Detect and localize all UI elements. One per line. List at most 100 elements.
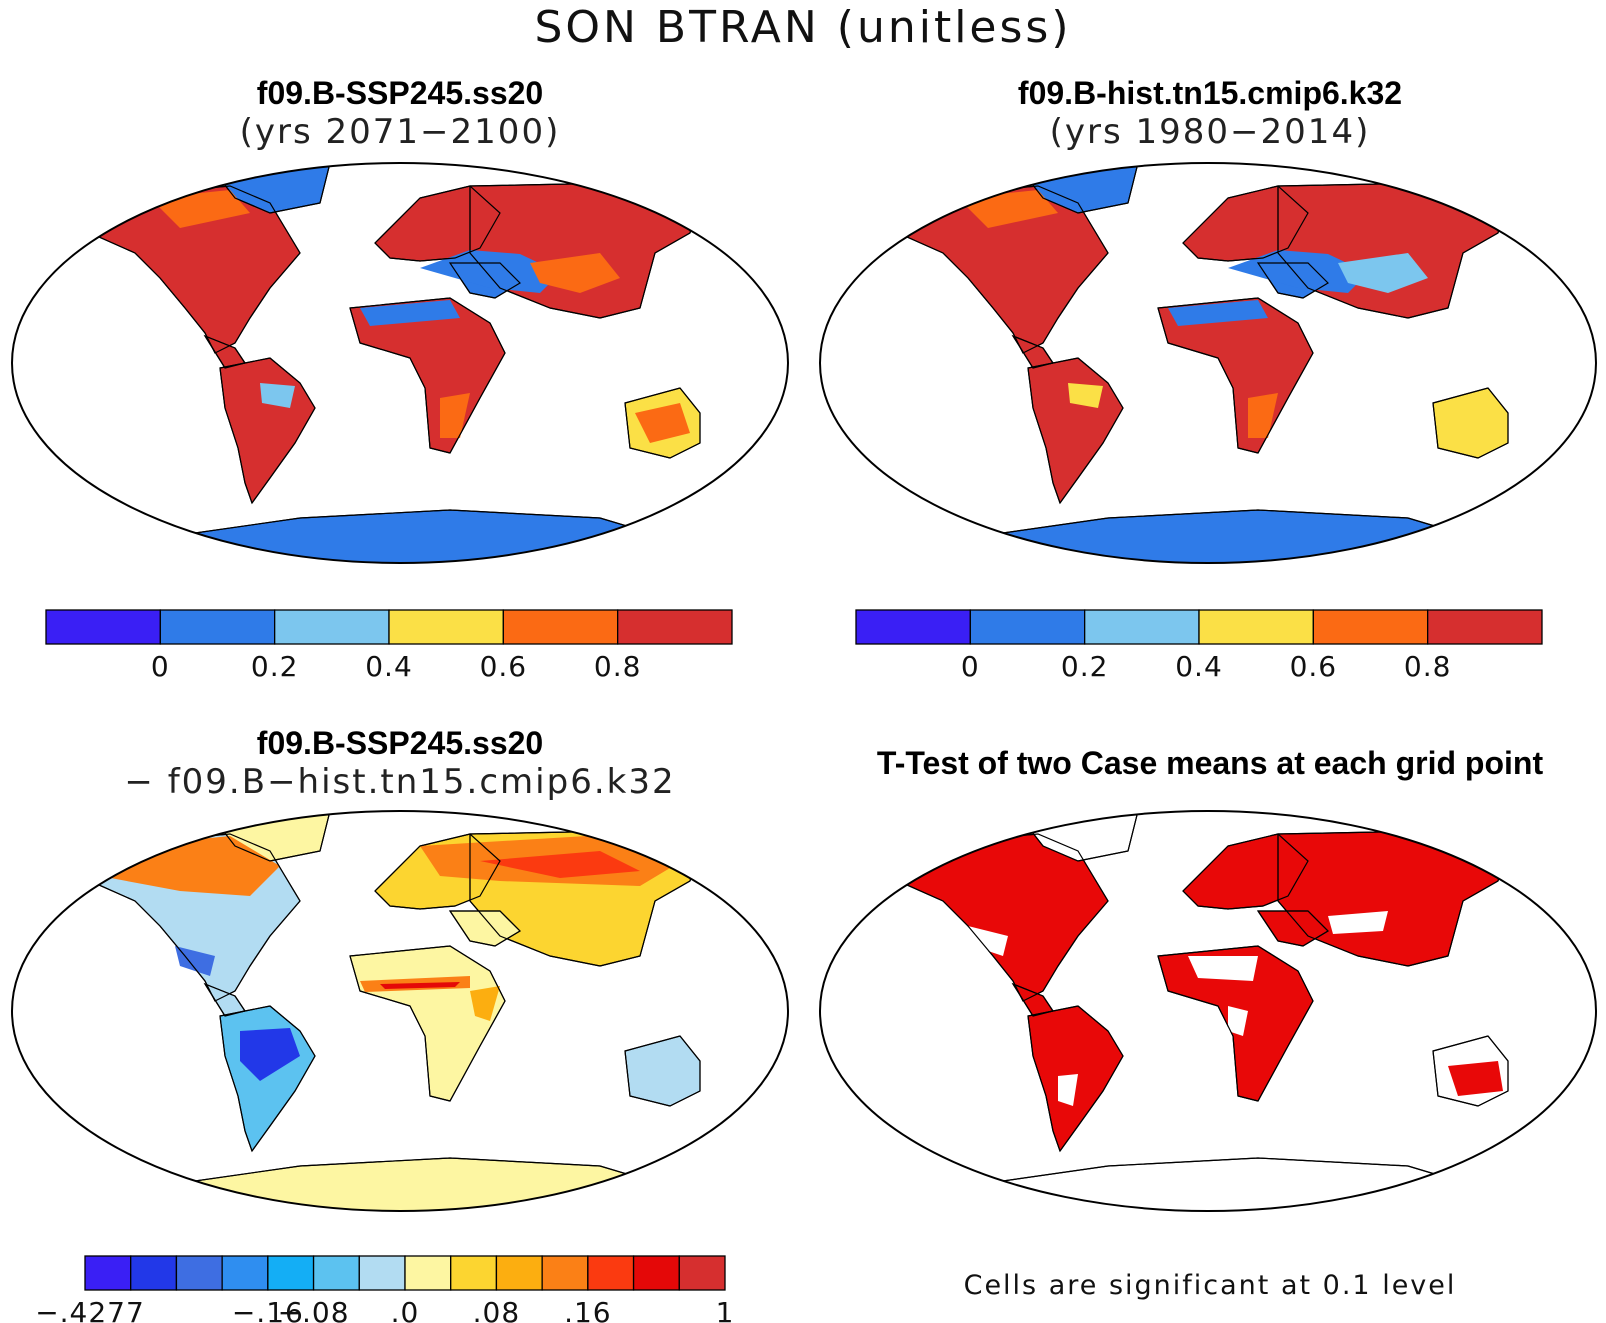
world-map-ttest bbox=[819, 810, 1597, 1212]
field-patch bbox=[470, 986, 500, 1021]
field-patch bbox=[260, 383, 295, 408]
colorbar-swatch bbox=[855, 609, 971, 645]
significance-note: Cells are significant at 0.1 level bbox=[963, 1270, 1457, 1301]
colorbar-swatch bbox=[678, 1255, 726, 1291]
colorbar-tick-label: −.08 bbox=[278, 1296, 350, 1323]
panel-2-title: f09.B-hist.tn15.cmip6.k32 bbox=[1017, 75, 1403, 111]
coastline-africa bbox=[1157, 945, 1314, 1102]
colorbar-panel-2: 0 0.2 0.4 0.6 0.8 bbox=[855, 609, 1543, 683]
colorbar-swatch bbox=[267, 1255, 315, 1291]
colorbar-swatch bbox=[175, 1255, 223, 1291]
panel-3-subtitle: − f09.B−hist.tn15.cmip6.k32 bbox=[124, 762, 676, 802]
colorbar-swatch bbox=[617, 609, 733, 645]
coastline-africa bbox=[1157, 297, 1314, 454]
coastline-europe bbox=[1182, 833, 1309, 910]
coastline-southAmerica bbox=[219, 1005, 316, 1153]
field-patch bbox=[1248, 393, 1278, 438]
field-patch bbox=[1443, 403, 1498, 443]
coastline-australia bbox=[624, 387, 701, 459]
colorbar-tick-label: 0 bbox=[961, 650, 980, 683]
colorbar-swatch bbox=[632, 1255, 680, 1291]
colorbar-swatch bbox=[312, 1255, 360, 1291]
coastline-northAmerica bbox=[88, 185, 301, 354]
coastline-southAmerica bbox=[1027, 1005, 1124, 1153]
field-patch bbox=[1168, 300, 1268, 326]
colorbar-tick-label: 1 bbox=[716, 1296, 735, 1323]
field-patch bbox=[240, 1028, 300, 1081]
colorbar-tick-label: 0.6 bbox=[1290, 650, 1338, 683]
field-patch bbox=[530, 253, 620, 293]
field-patch bbox=[1228, 250, 1368, 293]
coastline-middleEast bbox=[448, 262, 521, 299]
coastline-middleEast bbox=[448, 910, 521, 947]
colorbar-swatch bbox=[1084, 609, 1200, 645]
map-border bbox=[11, 810, 789, 1212]
colorbar-swatch bbox=[1312, 609, 1429, 645]
field-patch bbox=[1338, 253, 1428, 293]
field-patch bbox=[1448, 1061, 1503, 1096]
colorbar-tick-label: .0 bbox=[391, 1296, 420, 1323]
coastline-southAmerica bbox=[1027, 357, 1124, 505]
map-panel-2 bbox=[819, 162, 1597, 564]
coastline-northAmerica bbox=[896, 833, 1109, 1002]
panel-4-title: T-Test of two Case means at each grid po… bbox=[876, 745, 1544, 781]
colorbar-swatch bbox=[130, 1255, 178, 1291]
colorbar-tick-label: −.16 bbox=[232, 1296, 304, 1323]
colorbar-panel-3: −.4277 −.16−.08 .0 .08 .16 1 bbox=[35, 1255, 735, 1323]
field-patch bbox=[440, 393, 470, 438]
colorbar-tick-label: 0.8 bbox=[1404, 650, 1452, 683]
field-patch bbox=[360, 300, 460, 326]
coastline-middleEast bbox=[1256, 910, 1329, 947]
field-patch bbox=[175, 946, 215, 976]
field-patch bbox=[1058, 1074, 1078, 1106]
coastline-europe bbox=[374, 833, 501, 910]
field-patch bbox=[380, 982, 460, 989]
field-patch bbox=[480, 851, 640, 878]
colorbar-swatch bbox=[84, 1255, 132, 1291]
panel-1-subtitle: (yrs 2071−2100) bbox=[239, 112, 561, 152]
coastline-southAmerica bbox=[219, 357, 316, 505]
panel-3-title-block: f09.B-SSP245.ss20 − f09.B−hist.tn15.cmip… bbox=[40, 724, 760, 802]
coastline-australia bbox=[1432, 1035, 1509, 1107]
world-map-future bbox=[11, 162, 789, 564]
colorbar-tick-label: .08 bbox=[473, 1296, 521, 1323]
panel-1-title-block: f09.B-SSP245.ss20 (yrs 2071−2100) bbox=[40, 74, 760, 152]
colorbar-tick-label: 0.4 bbox=[1175, 650, 1223, 683]
world-map-historical bbox=[819, 162, 1597, 564]
colorbar-tick-label: 0 bbox=[151, 650, 170, 683]
colorbar-swatch bbox=[159, 609, 276, 645]
panel-2-subtitle: (yrs 1980−2014) bbox=[1049, 112, 1371, 152]
colorbar-swatch bbox=[502, 609, 619, 645]
panel-1-title: f09.B-SSP245.ss20 bbox=[256, 75, 544, 111]
colorbar-swatch bbox=[45, 609, 161, 645]
colorbar-swatch bbox=[388, 609, 504, 645]
colorbar-swatch bbox=[450, 1255, 498, 1291]
coastline-africa bbox=[349, 297, 506, 454]
colorbar-swatch bbox=[587, 1255, 635, 1291]
colorbar-tick-label: 0.2 bbox=[1061, 650, 1109, 683]
map-panel-4 bbox=[819, 810, 1597, 1212]
map-panel-3 bbox=[11, 810, 789, 1212]
colorbar-swatch bbox=[969, 609, 1086, 645]
map-border bbox=[819, 162, 1597, 564]
colorbar-tick-label: −.4277 bbox=[35, 1296, 145, 1323]
map-border bbox=[819, 810, 1597, 1212]
colorbar-tick-label: 0.4 bbox=[365, 650, 413, 683]
coastline-northAmerica bbox=[896, 185, 1109, 354]
field-patch bbox=[1188, 956, 1258, 981]
colorbar-tick-label: .16 bbox=[564, 1296, 612, 1323]
coastline-northAmerica bbox=[88, 833, 301, 1002]
field-patch bbox=[1228, 1006, 1248, 1036]
colorbar-tick-label: 0.6 bbox=[480, 650, 528, 683]
coastline-middleEast bbox=[1256, 262, 1329, 299]
colorbar-swatch bbox=[541, 1255, 589, 1291]
colorbar-panel-1: 0 0.2 0.4 0.6 0.8 bbox=[45, 609, 733, 683]
colorbar-swatch bbox=[221, 1255, 269, 1291]
map-border bbox=[11, 162, 789, 564]
figure-title: SON BTRAN (unitless) bbox=[534, 2, 1072, 53]
coastline-europe bbox=[374, 185, 501, 262]
colorbar-swatch bbox=[404, 1255, 452, 1291]
coastline-africa bbox=[349, 945, 506, 1102]
colorbar-swatch bbox=[1198, 609, 1314, 645]
field-patch bbox=[968, 926, 1008, 956]
